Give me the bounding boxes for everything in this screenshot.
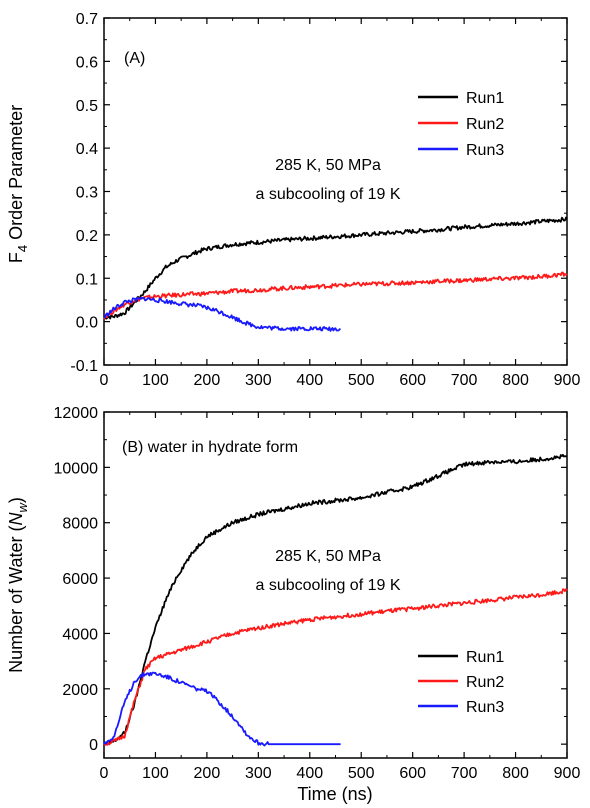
panel-b-label: (B) water in hydrate form bbox=[122, 439, 298, 456]
y-tick-label: 0.2 bbox=[76, 228, 98, 245]
panel-a-y-axis-label: F4 Order Parameter bbox=[6, 105, 30, 263]
panel-a-series bbox=[103, 216, 568, 332]
series-line-run3 bbox=[103, 671, 341, 747]
x-tick-label: 300 bbox=[245, 765, 272, 782]
legend-label-run3: Run3 bbox=[466, 142, 504, 159]
x-tick-label: 200 bbox=[194, 372, 221, 389]
y-label-rest: Order Parameter bbox=[6, 105, 26, 245]
y-tick-label: -0.1 bbox=[70, 358, 98, 375]
x-tick-label: 500 bbox=[348, 765, 375, 782]
x-tick-label: 300 bbox=[245, 372, 272, 389]
series-line-run2 bbox=[103, 271, 568, 320]
legend-label-run1: Run1 bbox=[466, 649, 504, 666]
panel-b-series bbox=[103, 453, 568, 747]
y-tick-label: 4000 bbox=[62, 626, 98, 643]
y-tick-label: 0.7 bbox=[76, 11, 98, 28]
x-tick-label: 800 bbox=[502, 372, 529, 389]
x-tick-label: 400 bbox=[296, 765, 323, 782]
panel-a: 0 100 200 300 400 500 600 700 800 900 -0.1 0.0 0.1 0.… bbox=[6, 11, 580, 389]
x-tick-label: 600 bbox=[399, 372, 426, 389]
x-tick-label: 500 bbox=[348, 372, 375, 389]
y-tick-label: 2000 bbox=[62, 682, 98, 699]
y-tick-label: 6000 bbox=[62, 571, 98, 588]
panel-b-annotation-line2: a subcooling of 19 K bbox=[256, 577, 401, 594]
x-tick-label: 200 bbox=[194, 765, 221, 782]
x-tick-label: 100 bbox=[142, 765, 169, 782]
x-tick-label: 100 bbox=[142, 372, 169, 389]
x-tick-label: 0 bbox=[100, 372, 109, 389]
panel-b-ticks: 0 100 200 300 400 500 600 700 800 900 0 2000 4000 600… bbox=[54, 405, 581, 782]
y-label-main: F bbox=[6, 252, 26, 263]
legend-label-run1: Run1 bbox=[466, 90, 504, 107]
x-tick-label: 700 bbox=[451, 372, 478, 389]
series-line-run3 bbox=[103, 296, 341, 332]
panel-b-legend: Run1 Run2 Run3 bbox=[418, 649, 504, 716]
y-label-sub: 4 bbox=[15, 245, 30, 252]
panel-b-annotation-line1: 285 K, 50 MPa bbox=[275, 548, 381, 565]
y-label-sub: w bbox=[15, 502, 30, 513]
y-tick-label: 0.6 bbox=[76, 54, 98, 71]
y-tick-label: 0.1 bbox=[76, 271, 98, 288]
y-tick-label: 0.3 bbox=[76, 185, 98, 202]
x-tick-label: 700 bbox=[451, 765, 478, 782]
y-tick-label: 0 bbox=[89, 737, 98, 754]
y-label-rest: ) bbox=[6, 497, 26, 503]
series-line-run2 bbox=[103, 588, 568, 746]
panel-a-annotation-line2: a subcooling of 19 K bbox=[256, 186, 401, 203]
panel-a-annotation-line1: 285 K, 50 MPa bbox=[275, 157, 381, 174]
panel-b-y-axis-label: Number of Water (Nw) bbox=[6, 497, 30, 673]
legend-label-run3: Run3 bbox=[466, 699, 504, 716]
x-tick-label: 0 bbox=[100, 765, 109, 782]
y-label-main: Number of Water ( bbox=[6, 526, 26, 673]
x-tick-label: 600 bbox=[399, 765, 426, 782]
x-tick-label: 400 bbox=[296, 372, 323, 389]
panel-a-label: (A) bbox=[124, 50, 145, 67]
series-line-run1 bbox=[103, 216, 568, 320]
x-tick-label: 900 bbox=[554, 372, 581, 389]
panel-a-legend: Run1 Run2 Run3 bbox=[418, 90, 504, 159]
y-tick-label: 0.4 bbox=[76, 141, 98, 158]
panel-b: 0 100 200 300 400 500 600 700 800 900 0 2000 4000 600… bbox=[6, 405, 580, 804]
y-tick-label: 0.5 bbox=[76, 98, 98, 115]
panel-a-ticks: 0 100 200 300 400 500 600 700 800 900 -0.1 0.0 0.1 0.… bbox=[70, 11, 580, 389]
y-label-italic: N bbox=[6, 512, 26, 526]
x-tick-label: 900 bbox=[554, 765, 581, 782]
y-tick-label: 8000 bbox=[62, 516, 98, 533]
panel-b-x-axis-label: Time (ns) bbox=[297, 784, 372, 804]
y-tick-label: 10000 bbox=[54, 460, 99, 477]
x-tick-label: 800 bbox=[502, 765, 529, 782]
y-tick-label: 0.0 bbox=[76, 315, 98, 332]
legend-label-run2: Run2 bbox=[466, 116, 504, 133]
series-line-run1 bbox=[103, 453, 567, 745]
legend-label-run2: Run2 bbox=[466, 674, 504, 691]
y-tick-label: 12000 bbox=[54, 405, 99, 422]
